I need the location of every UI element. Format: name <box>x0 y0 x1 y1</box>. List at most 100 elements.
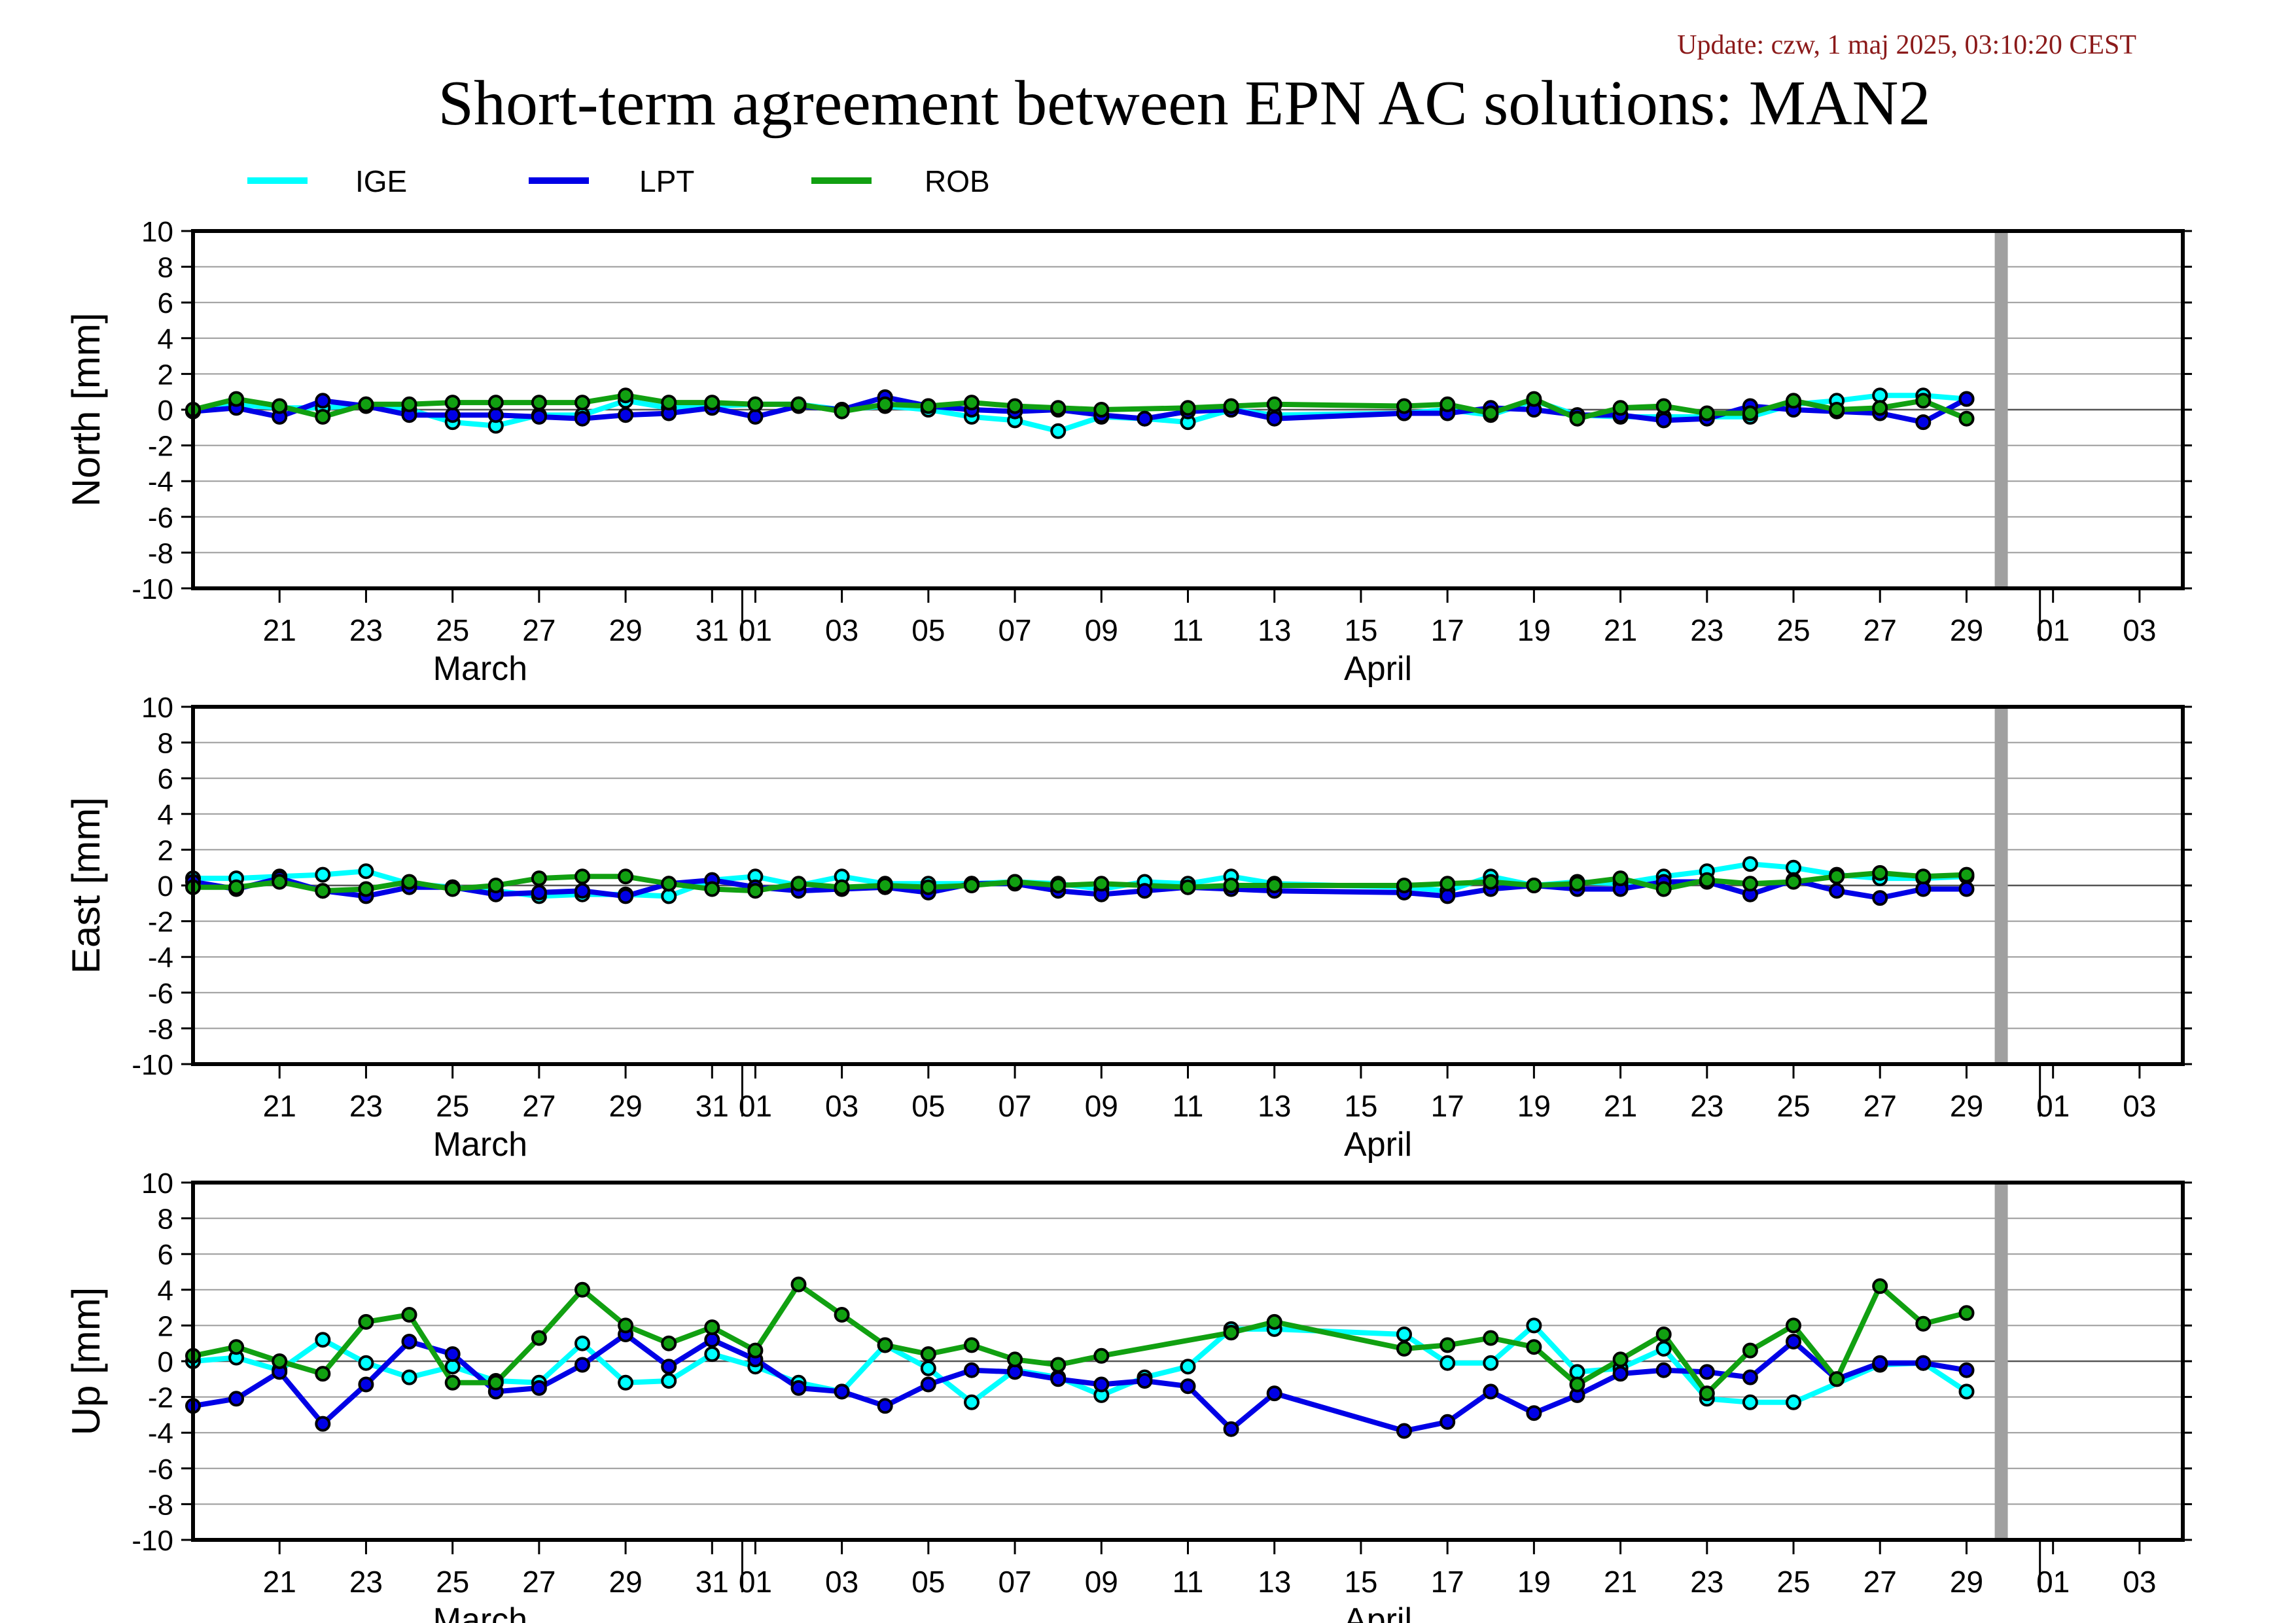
x-tick-label: 29 <box>1950 613 1983 647</box>
data-point-rob <box>1050 400 1067 416</box>
data-point-ige <box>661 888 677 904</box>
data-point-rob <box>228 1339 245 1355</box>
data-point-rob <box>1699 872 1715 888</box>
y-tick-label: -4 <box>148 942 173 974</box>
data-point-rob <box>1655 881 1672 897</box>
x-tick-label: 19 <box>1517 1089 1551 1123</box>
x-tick-label: 07 <box>998 1565 1031 1599</box>
data-point-lpt <box>574 883 590 899</box>
data-point-lpt <box>920 1376 936 1393</box>
y-tick-label: 10 <box>141 692 173 724</box>
current-date-bar <box>1994 1183 2008 1540</box>
data-point-rob <box>315 1366 331 1382</box>
data-point-rob <box>1266 1313 1282 1330</box>
data-point-rob <box>964 1337 980 1353</box>
x-tick-label: 21 <box>1604 1565 1637 1599</box>
data-point-rob <box>487 395 504 411</box>
x-tick-label: 01 <box>2036 613 2070 647</box>
x-tick-label: 15 <box>1344 1089 1377 1123</box>
data-point-rob <box>661 876 677 892</box>
x-tick-label: 29 <box>609 1565 643 1599</box>
y-tick-label: -8 <box>148 1489 173 1521</box>
data-point-rob <box>401 1307 417 1323</box>
data-point-rob <box>228 391 245 407</box>
x-tick-label: 03 <box>825 1565 858 1599</box>
data-point-rob <box>531 1330 547 1346</box>
data-point-ige <box>1742 856 1758 872</box>
data-point-rob <box>661 395 677 411</box>
y-tick-label: 10 <box>141 216 173 248</box>
y-tick-label: 4 <box>158 323 173 355</box>
data-point-rob <box>1180 400 1196 416</box>
data-point-rob <box>1223 1325 1239 1341</box>
data-point-rob <box>1655 398 1672 414</box>
data-point-ige <box>1958 1383 1975 1400</box>
data-point-ige <box>1483 1355 1499 1371</box>
data-point-rob <box>272 398 288 414</box>
data-point-ige <box>1396 1327 1412 1342</box>
series-line-lpt <box>192 1332 1968 1434</box>
data-point-rob <box>228 879 245 895</box>
x-tick-label: 01 <box>2036 1565 2070 1599</box>
data-point-rob <box>834 1307 850 1323</box>
data-point-lpt <box>574 1357 590 1373</box>
data-point-rob <box>358 396 374 412</box>
x-tick-label: 25 <box>436 613 469 647</box>
data-point-rob <box>1915 1315 1932 1332</box>
legend-label-lpt: LPT <box>639 164 694 198</box>
x-tick-label: 25 <box>436 1089 469 1123</box>
data-point-rob <box>1223 398 1239 414</box>
x-tick-label: 25 <box>436 1565 469 1599</box>
data-point-lpt <box>1093 1376 1110 1393</box>
data-point-rob <box>531 870 547 887</box>
data-point-lpt <box>1439 888 1456 904</box>
data-point-rob <box>1483 1330 1499 1346</box>
data-point-rob <box>444 1374 461 1391</box>
data-point-rob <box>315 408 331 425</box>
data-point-lpt <box>704 1332 720 1348</box>
data-point-ige <box>1180 1359 1196 1375</box>
data-point-rob <box>444 881 461 897</box>
data-point-rob <box>704 881 720 897</box>
x-tick-label: 29 <box>1950 1565 1983 1599</box>
data-point-rob <box>877 878 893 893</box>
x-tick-label: 03 <box>825 1089 858 1123</box>
y-tick-label: 0 <box>158 870 173 902</box>
data-point-rob <box>1007 1351 1023 1368</box>
data-point-rob <box>1569 876 1585 892</box>
data-point-ige <box>444 1359 461 1375</box>
x-tick-label: 05 <box>911 613 945 647</box>
x-tick-label: 07 <box>998 1089 1031 1123</box>
data-point-rob <box>1742 405 1758 421</box>
data-point-rob <box>1007 874 1023 890</box>
y-tick-label: -4 <box>148 1418 173 1450</box>
x-tick-label: 07 <box>998 613 1031 647</box>
y-tick-label: 2 <box>158 1310 173 1342</box>
data-point-rob <box>1396 398 1412 414</box>
month-label: April <box>1344 1601 1412 1623</box>
data-point-lpt <box>618 407 634 423</box>
data-point-rob <box>487 1374 504 1391</box>
y-tick-label: -10 <box>132 1525 173 1557</box>
update-timestamp: Update: czw, 1 maj 2025, 03:10:20 CEST <box>1677 30 2136 60</box>
data-point-lpt <box>747 408 764 425</box>
data-point-rob <box>401 874 417 890</box>
plot-frame <box>191 1181 2185 1542</box>
data-point-rob <box>1483 874 1499 890</box>
x-tick-label: 19 <box>1517 1565 1551 1599</box>
data-point-ige <box>315 1332 331 1348</box>
x-tick-label: 01 <box>739 1089 772 1123</box>
data-point-rob <box>1612 870 1629 887</box>
data-point-rob <box>1180 879 1196 895</box>
data-point-lpt <box>1396 1423 1412 1439</box>
data-point-rob <box>1093 876 1110 892</box>
data-point-lpt <box>1872 1355 1888 1371</box>
data-point-lpt <box>1829 883 1845 899</box>
data-point-rob <box>272 874 288 890</box>
north-panel: 10 86 4 2 0 -2-4 -6-8 -10 North [mm] 21 23 25 27 29 31… <box>64 216 2192 688</box>
x-tick-label: 27 <box>1863 613 1897 647</box>
data-point-lpt <box>790 1380 807 1396</box>
x-tick-label: 09 <box>1085 613 1118 647</box>
data-point-rob <box>1655 1327 1672 1342</box>
